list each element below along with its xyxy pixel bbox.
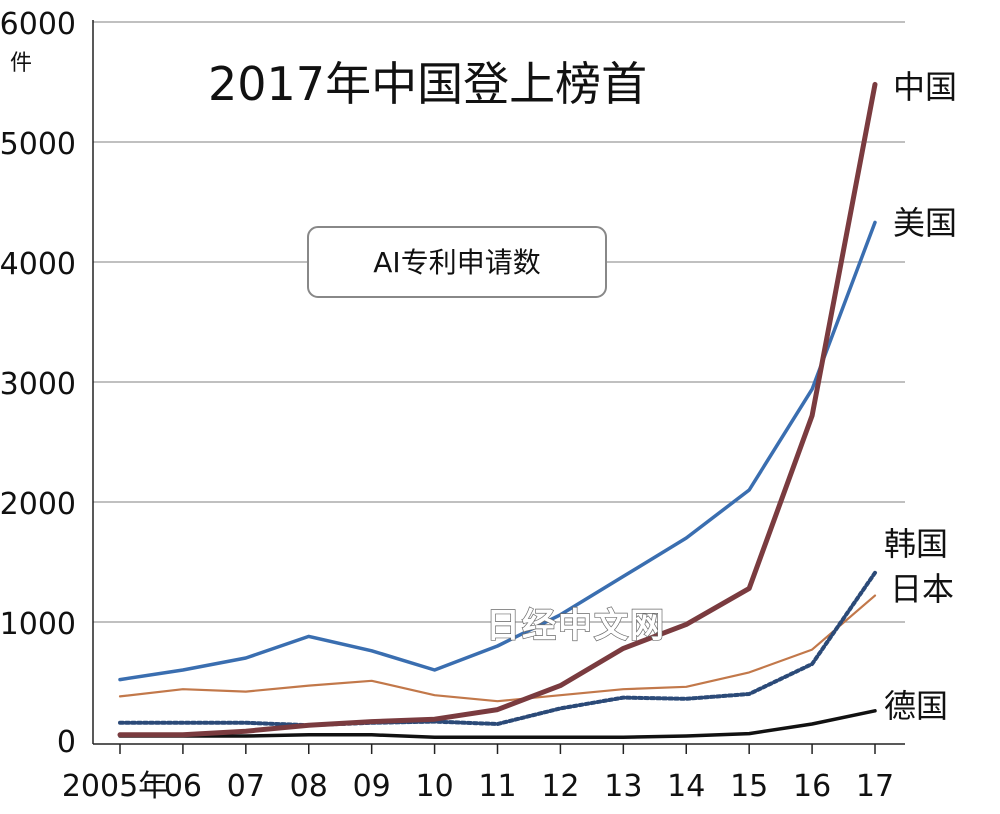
- x-tick-label: 12: [541, 769, 579, 804]
- x-tick-label: 08: [290, 769, 328, 804]
- x-tick-label: 15: [730, 769, 768, 804]
- chart-subtitle: AI专利申请数: [373, 246, 540, 279]
- series-line-korea: [118, 570, 877, 728]
- y-tick-label: 4000: [0, 247, 76, 282]
- watermark: 日经中文网: [486, 606, 666, 646]
- series-label-china: 中国: [893, 68, 957, 106]
- x-tick-label: 2005年: [62, 769, 168, 804]
- x-tick-label: 13: [604, 769, 642, 804]
- subtitle-box-frame: [307, 226, 607, 298]
- y-tick-label: 1000: [0, 607, 76, 642]
- series-label-usa: 美国: [893, 204, 957, 242]
- y-tick-label: 3000: [0, 367, 76, 402]
- x-tick-label: 16: [793, 769, 831, 804]
- series-label-germany: 德国: [884, 687, 948, 725]
- y-unit-label: 件: [10, 51, 32, 76]
- axes: [92, 20, 905, 745]
- series-line-japan: [118, 594, 877, 703]
- x-tick-label: 14: [667, 769, 705, 804]
- series-label-japan: 日本: [890, 570, 954, 608]
- series-line-germany: [118, 709, 877, 739]
- y-tick-label: 6000: [0, 7, 76, 42]
- x-tick-label: 06: [164, 769, 202, 804]
- y-tick-label: 0: [57, 725, 76, 760]
- x-tick-label: 10: [415, 769, 453, 804]
- y-tick-label: 5000: [0, 127, 76, 162]
- x-tick-label: 07: [227, 769, 265, 804]
- y-tick-label: 2000: [0, 487, 76, 522]
- x-tick-label: 17: [856, 769, 894, 804]
- x-tick-label: 09: [353, 769, 391, 804]
- gridlines: [93, 21, 905, 623]
- chart-title: 2017年中国登上榜首: [208, 57, 647, 111]
- y-tick-labels: 0 1000 2000 3000 4000 5000 6000: [0, 7, 76, 760]
- subtitle-box: AI专利申请数: [307, 226, 607, 298]
- series-line-china: [117, 81, 878, 738]
- series-line-usa: [118, 220, 877, 682]
- series-label-korea: 韩国: [884, 525, 948, 563]
- x-tick-label: 11: [478, 769, 516, 804]
- series-lines: [117, 81, 878, 739]
